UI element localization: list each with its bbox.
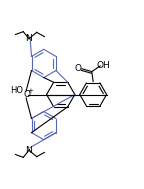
Text: N: N [25,146,32,155]
Text: +: + [27,88,33,94]
Text: N: N [25,34,32,43]
Text: HO: HO [10,86,23,95]
Text: OH: OH [97,61,111,70]
Text: O: O [75,64,82,73]
Text: O: O [23,90,30,99]
